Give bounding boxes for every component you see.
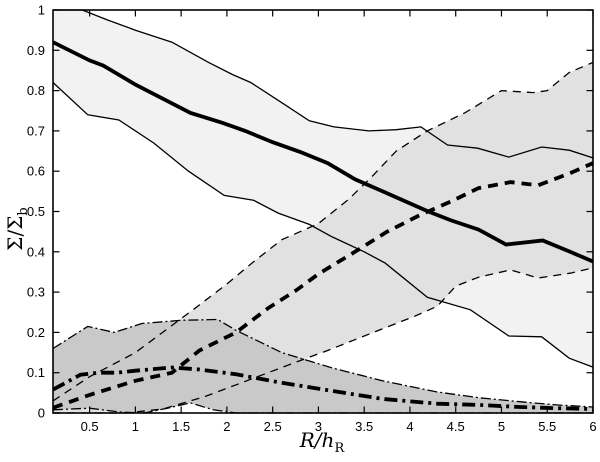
y-tick-label: 0.6: [27, 164, 45, 179]
x-tick-label: 3: [315, 419, 322, 434]
x-axis-label-text: R/h: [299, 428, 335, 452]
y-tick-label: 0.3: [27, 285, 45, 300]
solid-series-line: [52, 40, 594, 264]
solid-series-lower-bound-line: [52, 82, 594, 368]
y-tick-label: 0.2: [27, 325, 45, 340]
x-tick-label: 4.5: [447, 419, 465, 434]
x-tick-label: 6: [589, 419, 596, 434]
x-tick-label: 0.5: [81, 419, 99, 434]
y-tick-label: 1: [38, 3, 45, 18]
y-axis-label-text: Σ/Σ: [3, 215, 27, 251]
x-axis-label-subscript: R: [334, 441, 345, 456]
x-tick-label: 3.5: [355, 419, 373, 434]
dashdot-series-lower-bound-line: [52, 402, 593, 414]
y-tick-label: 0: [38, 406, 45, 421]
dashdot-series-band: [53, 319, 593, 413]
x-axis-label: R/hR: [262, 428, 382, 456]
x-tick-label: 2.5: [264, 419, 282, 434]
y-tick-label: 0.1: [27, 365, 45, 380]
y-tick-label: 0.7: [27, 123, 45, 138]
x-tick-label: 5.5: [538, 419, 556, 434]
x-tick-label: 1.5: [172, 419, 190, 434]
dashdot-series-line: [52, 365, 594, 411]
y-tick-label: 0.5: [27, 204, 45, 219]
x-tick-label: 1: [132, 419, 139, 434]
x-tick-label: 2: [223, 419, 230, 434]
solid-series-upper-bound-line: [53, 9, 594, 159]
y-tick-label: 0.4: [27, 244, 45, 259]
dashdot-series-upper-bound-line: [52, 318, 594, 408]
x-tick-label: 4: [406, 419, 413, 434]
dashed-series-upper-bound-line: [52, 61, 594, 402]
axes-box: [52, 9, 594, 414]
x-tick-label: 5: [498, 419, 505, 434]
dashed-series-lower-bound-line: [53, 267, 594, 414]
y-tick-label: 0.8: [27, 83, 45, 98]
y-tick-label: 0.9: [27, 43, 45, 58]
y-axis-label: Σ/Σb: [3, 183, 31, 275]
y-axis-label-subscript: b: [16, 207, 31, 216]
